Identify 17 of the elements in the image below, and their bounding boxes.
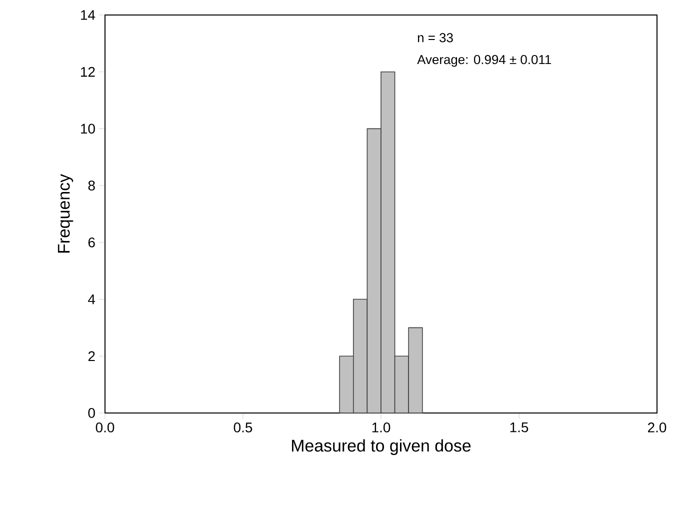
y-tick-label: 12 <box>81 66 95 77</box>
y-axis-title: Frequency <box>58 174 74 253</box>
y-tick-label: 8 <box>88 180 95 191</box>
y-tick-label: 14 <box>81 10 96 20</box>
y-tick-label: 2 <box>88 351 95 362</box>
annotation: Average: 0.994 ± 0.011 <box>417 54 552 67</box>
x-tick-label: 1.0 <box>372 422 390 432</box>
x-axis-title: Measured to given dose <box>292 439 471 456</box>
y-tick-label: 0 <box>88 408 95 418</box>
x-tick-label: 0.5 <box>234 422 252 432</box>
x-tick-label: 2.0 <box>648 422 666 432</box>
y-tick-label: 10 <box>81 124 95 134</box>
annotation: n = 33 <box>418 33 453 42</box>
y-tick-label: 6 <box>88 237 95 248</box>
x-tick-label: 1.5 <box>510 422 528 432</box>
y-tick-label: 4 <box>88 294 96 304</box>
x-tick-label: 0.0 <box>96 422 114 432</box>
